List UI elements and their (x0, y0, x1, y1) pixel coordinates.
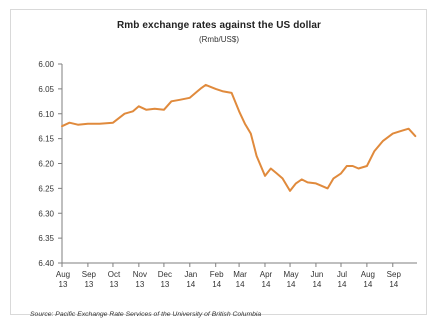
y-tick-label: 6.20 (38, 160, 54, 169)
x-tick-month-label: Aug (56, 270, 70, 279)
x-tick-year-label: 13 (109, 280, 118, 289)
x-tick-month-label: Jan (184, 270, 197, 279)
y-tick-label: 6.40 (38, 259, 54, 268)
series-line (61, 83, 417, 192)
chart-frame (10, 9, 427, 315)
x-tick-month-label: Oct (108, 270, 121, 279)
x-tick-year-label: 14 (212, 280, 221, 289)
x-tick-month-label: Sep (387, 270, 402, 279)
x-tick-month-label: Jun (310, 270, 323, 279)
y-tick-label: 6.30 (38, 209, 54, 218)
x-tick-year-label: 14 (312, 280, 321, 289)
x-tick-year-label: 14 (236, 280, 245, 289)
x-tick-year-label: 14 (338, 280, 347, 289)
x-tick-year-label: 14 (287, 280, 296, 289)
x-tick-year-label: 13 (84, 280, 93, 289)
y-tick-label: 6.25 (38, 184, 54, 193)
x-tick-month-label: Mar (233, 270, 247, 279)
x-tick-month-label: Dec (158, 270, 172, 279)
chart-subtitle: (Rmb/US$) (198, 35, 239, 44)
x-tick-year-label: 14 (262, 280, 271, 289)
chart-source: Source: Pacific Exchange Rate Services o… (30, 311, 262, 318)
x-tick-month-label: Apr (260, 270, 273, 279)
x-tick-month-label: Feb (210, 270, 224, 279)
x-tick-year-label: 13 (160, 280, 169, 289)
x-tick-year-label: 13 (59, 280, 68, 289)
y-tick-label: 6.35 (38, 234, 54, 243)
y-tick-label: 6.10 (38, 110, 54, 119)
x-tick-year-label: 14 (186, 280, 195, 289)
x-tick-year-label: 13 (135, 280, 144, 289)
y-axis: 6.00 6.05 6.10 6.15 6.20 6.25 6.30 6.35 6.40 (38, 60, 63, 268)
x-tick-month-label: Jul (337, 270, 347, 279)
x-tick-year-label: 14 (389, 280, 398, 289)
y-tick-label: 6.00 (38, 60, 54, 69)
y-tick-label: 6.15 (38, 135, 54, 144)
x-tick-month-label: May (283, 270, 298, 279)
x-tick-year-label: 14 (363, 280, 372, 289)
x-tick-month-label: Nov (133, 270, 147, 279)
x-tick-month-label: Sep (82, 270, 97, 279)
y-tick-label: 6.05 (38, 85, 54, 94)
x-tick-month-label: Aug (361, 270, 375, 279)
series-layer (61, 83, 417, 192)
chart-title: Rmb exchange rates against the US dollar (116, 20, 322, 31)
x-axis: Aug13Sep13Oct13Nov13Dec13Jan14Feb14Mar14… (56, 262, 417, 289)
